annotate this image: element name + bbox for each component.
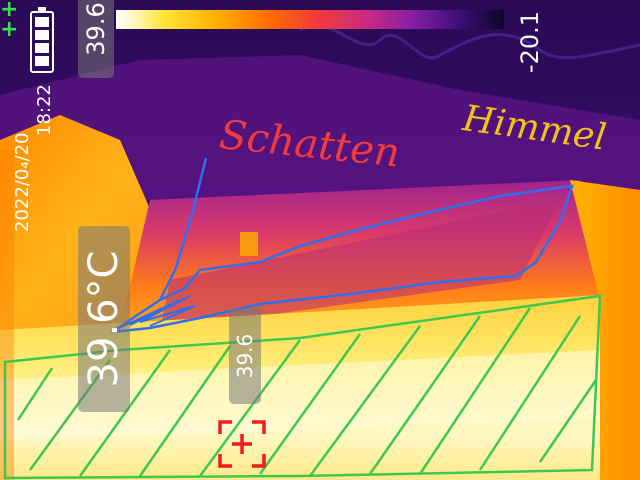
scale-max-value: 39.6 [78, 0, 114, 78]
spot-temperature-readout: 39.6 [229, 308, 261, 404]
temperature-scale-bar [116, 10, 504, 29]
timestamp-time: 18:22 [34, 84, 55, 136]
timestamp: 2022/0₄/20 18:22 [12, 84, 56, 232]
scale-min-value: -20.1 [516, 10, 544, 74]
center-temperature-readout: 39.6°C [78, 226, 130, 412]
battery-icon [30, 7, 54, 73]
timestamp-date: 2022/0₄/20 [12, 132, 33, 232]
crosshair-icon[interactable] [218, 420, 266, 468]
gps-icon: + + [0, 0, 19, 42]
